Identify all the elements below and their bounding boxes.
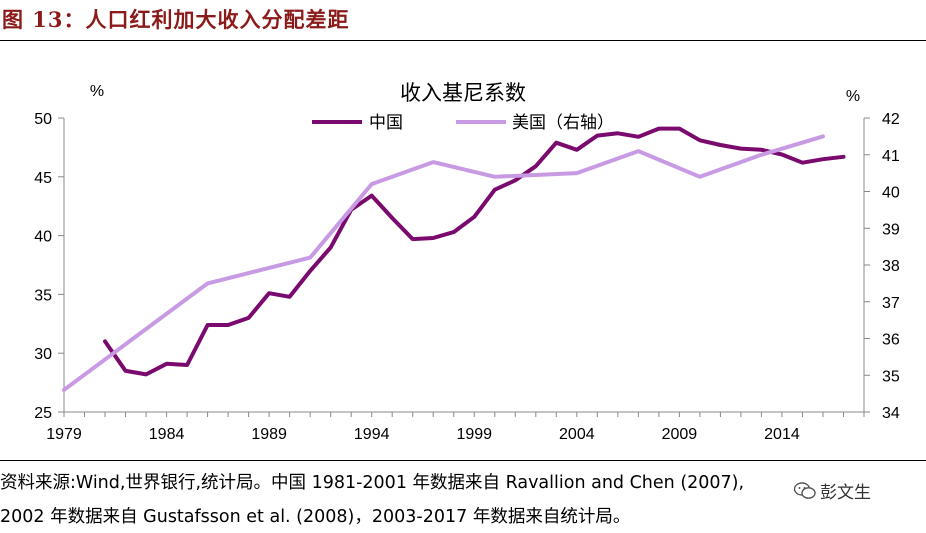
watermark: 彭文生 <box>788 478 877 503</box>
right-y-tick-label: 34 <box>882 405 900 422</box>
figure-title: 图 13：人口红利加大收入分配差距 <box>2 7 350 32</box>
x-tick-label: 2004 <box>559 426 595 443</box>
right-y-tick-label: 36 <box>882 332 900 349</box>
source-note-line-2: 2002 年数据来自 Gustafsson et al. (2008)，2003… <box>0 507 631 527</box>
x-tick-label: 1999 <box>456 426 492 443</box>
right-y-tick-label: 35 <box>882 368 900 385</box>
legend: 中国 美国（右轴） <box>312 113 614 132</box>
right-y-tick-label: 40 <box>882 185 900 202</box>
right-axis-unit: % <box>846 88 860 105</box>
wechat-icon <box>794 481 816 499</box>
x-tick-label: 1984 <box>149 426 185 443</box>
top-rule <box>0 40 926 41</box>
left-axis-unit: % <box>90 83 104 100</box>
gini-chart: 收入基尼系数 % % 中国 美国（右轴） 25 30 35 40 45 50 34 35 36 3… <box>34 82 900 443</box>
source-note-line-1: 资料来源:Wind,世界银行,统计局。中国 1981-2001 年数据来自 Ra… <box>0 473 745 493</box>
x-tick-label: 1994 <box>354 426 390 443</box>
bottom-rule <box>0 460 926 461</box>
x-tick-label: 1979 <box>46 426 82 443</box>
left-y-tick-label: 35 <box>34 287 52 304</box>
series-layer <box>62 126 846 392</box>
axes: 25 30 35 40 45 50 34 35 36 37 38 39 40 41 42 1979 1984 19… <box>34 111 900 443</box>
right-y-tick-label: 41 <box>882 148 900 165</box>
x-tick-label: 2014 <box>764 426 800 443</box>
series-line-us <box>62 134 825 392</box>
left-y-tick-label: 30 <box>34 346 52 363</box>
left-y-tick-label: 40 <box>34 229 52 246</box>
right-y-tick-label: 37 <box>882 295 900 312</box>
x-tick-label: 1989 <box>251 426 287 443</box>
legend-label-us: 美国（右轴） <box>512 113 614 132</box>
chart-title: 收入基尼系数 <box>400 82 526 105</box>
right-y-tick-label: 38 <box>882 258 900 275</box>
right-y-tick-label: 39 <box>882 221 900 238</box>
right-y-tick-label: 42 <box>882 111 900 128</box>
x-tick-label: 2009 <box>662 426 698 443</box>
left-y-tick-label: 50 <box>34 111 52 128</box>
left-y-tick-label: 45 <box>34 170 52 187</box>
series-line-china <box>103 126 846 377</box>
left-y-tick-label: 25 <box>34 405 52 422</box>
watermark-label: 彭文生 <box>820 483 871 503</box>
legend-label-china: 中国 <box>369 113 403 132</box>
